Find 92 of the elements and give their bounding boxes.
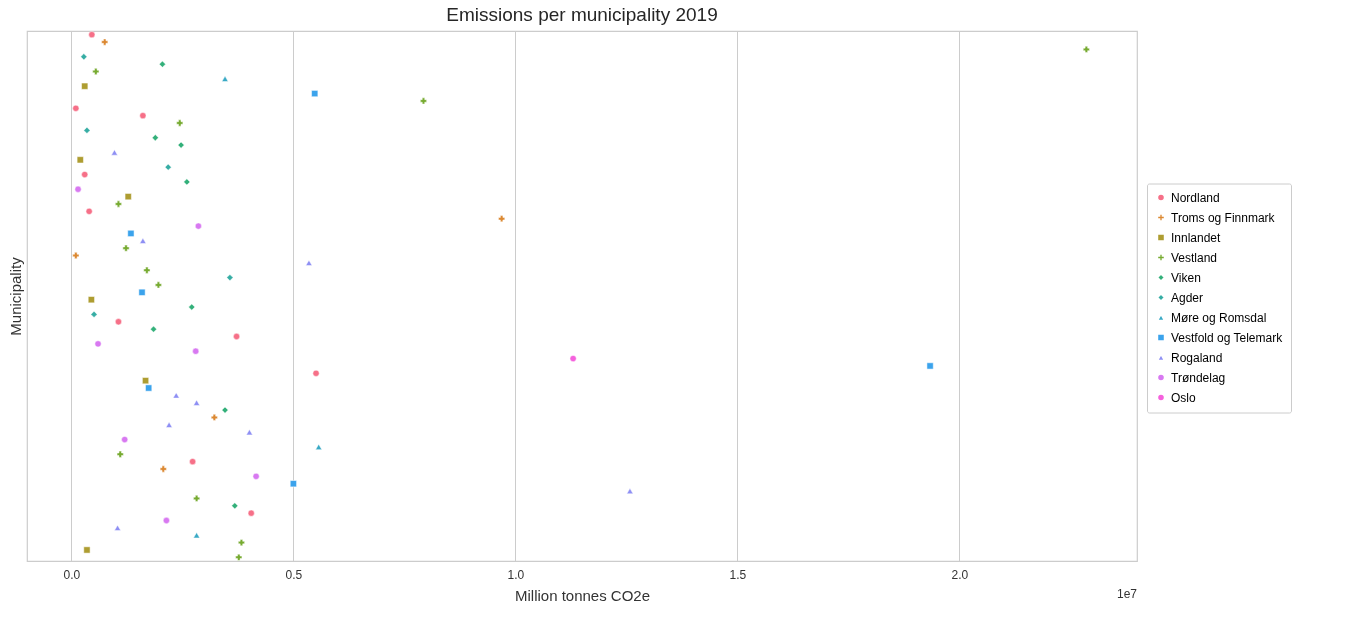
text: 1e7 xyxy=(1116,587,1138,601)
point xyxy=(115,200,122,208)
point xyxy=(76,156,84,164)
point xyxy=(926,362,934,370)
point xyxy=(151,134,159,142)
point xyxy=(177,141,185,149)
point xyxy=(193,532,201,539)
x-tick-label: 1.0 xyxy=(507,567,525,582)
point xyxy=(626,488,634,495)
point xyxy=(1082,45,1090,53)
point xyxy=(233,333,240,340)
point xyxy=(305,259,313,266)
point xyxy=(183,178,191,186)
point xyxy=(226,274,234,282)
point xyxy=(498,215,506,223)
point xyxy=(150,325,157,333)
point xyxy=(111,149,118,156)
point xyxy=(246,429,253,436)
legend-label: Nordland xyxy=(1171,190,1220,205)
x-tick-label: 0.0 xyxy=(63,567,81,582)
x-tick-label: 0.5 xyxy=(285,567,303,582)
point xyxy=(81,171,89,178)
point xyxy=(83,126,91,134)
point xyxy=(194,222,202,230)
point xyxy=(139,112,147,120)
point xyxy=(81,82,89,90)
point xyxy=(87,296,95,304)
point xyxy=(90,310,98,318)
point xyxy=(72,104,80,112)
point xyxy=(124,193,132,201)
point xyxy=(142,377,149,385)
point xyxy=(114,524,121,531)
point xyxy=(172,392,180,399)
point xyxy=(247,509,255,517)
point xyxy=(121,436,129,443)
point xyxy=(312,369,320,377)
point xyxy=(420,97,427,105)
point xyxy=(115,318,122,326)
point xyxy=(83,546,91,554)
point xyxy=(85,207,93,215)
point xyxy=(569,355,577,362)
point xyxy=(143,266,151,274)
point xyxy=(252,472,260,480)
point xyxy=(145,384,153,392)
legend-label: Rogaland xyxy=(1171,350,1223,365)
legend-label: Trøndelag xyxy=(1171,370,1226,385)
point xyxy=(289,480,297,488)
legend-label: Troms og Finnmark xyxy=(1171,210,1276,225)
point xyxy=(163,517,170,524)
point xyxy=(74,185,82,193)
point xyxy=(159,465,167,473)
point xyxy=(315,443,323,450)
point xyxy=(165,421,173,428)
point xyxy=(94,340,102,348)
point xyxy=(221,406,229,414)
point xyxy=(122,244,130,252)
point xyxy=(164,163,172,171)
point xyxy=(155,281,162,289)
point xyxy=(221,75,229,82)
point xyxy=(176,119,184,127)
point xyxy=(80,53,88,61)
point xyxy=(210,414,218,421)
y-axis-title: Municipality xyxy=(6,256,24,336)
chart-title: Emissions per municipality 2019 xyxy=(446,3,718,25)
legend-label: Vestland xyxy=(1171,250,1218,265)
point xyxy=(311,90,319,97)
x-axis-title: Million tonnes CO2e xyxy=(514,586,651,604)
x-tick-label: 1.5 xyxy=(729,567,747,582)
legend-label: Agder xyxy=(1171,290,1204,305)
point xyxy=(116,450,124,458)
point xyxy=(235,553,243,561)
point xyxy=(72,252,80,259)
point xyxy=(231,502,239,510)
legend-label: Viken xyxy=(1171,270,1201,285)
point xyxy=(193,399,201,406)
point xyxy=(192,347,200,355)
point xyxy=(193,495,201,502)
point xyxy=(189,458,197,466)
legend-label: Innlandet xyxy=(1171,230,1222,245)
point xyxy=(101,38,109,46)
point xyxy=(139,237,147,244)
point xyxy=(127,230,135,237)
point xyxy=(188,303,196,311)
legend-label: Oslo xyxy=(1171,390,1196,405)
legend-label: Vestfold og Telemark xyxy=(1171,330,1284,345)
point xyxy=(88,31,96,39)
legend-label: Møre og Romsdal xyxy=(1171,310,1267,325)
point xyxy=(159,60,166,68)
point xyxy=(138,288,146,296)
point xyxy=(238,539,245,547)
point xyxy=(92,68,100,75)
x-tick-label: 2.0 xyxy=(951,567,969,582)
